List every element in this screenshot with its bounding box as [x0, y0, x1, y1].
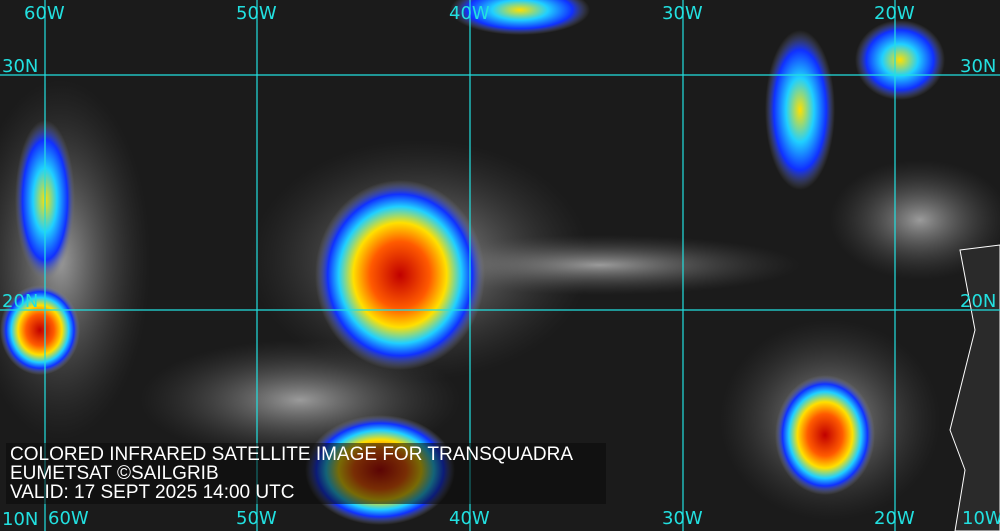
lat-label-left: 10N	[2, 509, 39, 530]
lat-label-left: 30N	[2, 56, 39, 77]
lon-label-bottom: 60W	[48, 508, 89, 529]
lon-label-top: 60W	[24, 3, 65, 24]
image-caption: COLORED INFRARED SATELLITE IMAGE FOR TRA…	[6, 443, 606, 504]
caption-valid-time: VALID: 17 SEPT 2025 14:00 UTC	[10, 482, 295, 503]
lon-label-bottom: 10W	[962, 508, 1000, 529]
lon-label-bottom: 30W	[662, 508, 703, 529]
caption-source: EUMETSAT ©SAILGRIB	[10, 463, 219, 484]
lon-label-top: 50W	[236, 3, 277, 24]
lat-label-right: 30N	[960, 56, 997, 77]
lon-label-bottom: 40W	[449, 508, 490, 529]
lat-label-left: 20N	[2, 291, 39, 312]
lon-label-top: 20W	[874, 3, 915, 24]
lon-label-bottom: 50W	[236, 508, 277, 529]
lon-label-top: 30W	[662, 3, 703, 24]
lat-label-right: 20N	[960, 291, 997, 312]
lon-label-bottom: 20W	[874, 508, 915, 529]
lon-label-top: 40W	[449, 3, 490, 24]
caption-title: COLORED INFRARED SATELLITE IMAGE FOR TRA…	[10, 444, 574, 465]
